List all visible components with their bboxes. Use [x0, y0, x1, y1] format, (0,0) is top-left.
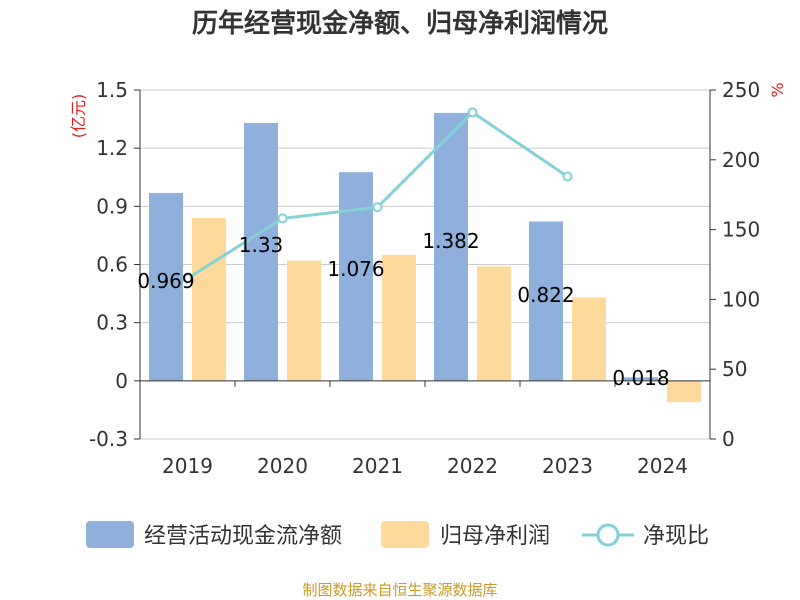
cashflow-bar [149, 192, 183, 381]
legend-swatch-netprofit[interactable] [381, 521, 429, 548]
axes: 1.5 1.2 0.9 0.6 0.3 0 -0.3 250 200 150 100 50 0 2019 2… [89, 78, 760, 478]
x-axis-tick-label: 2019 [162, 454, 213, 478]
right-axis-tick-label: 0 [722, 427, 735, 451]
netprofit-bar [572, 297, 606, 381]
legend-label-cashflow: 经营活动现金流净额 [144, 524, 342, 549]
netprofit-bar [192, 217, 226, 381]
right-axis-tick-label: 250 [722, 78, 760, 102]
cashflow-data-label: 0.969 [137, 269, 194, 293]
ratio-point [182, 273, 193, 284]
grid-lines [140, 89, 710, 440]
x-axis-tick-label: 2021 [352, 454, 403, 478]
netprofit-bar [477, 266, 511, 381]
data-labels: 0.969 1.33 1.076 1.382 0.822 0.018 [137, 229, 669, 390]
legend-label-ratio: 净现比 [643, 524, 709, 549]
left-axis-tick-label: 0.6 [96, 253, 128, 277]
cashflow-bar [434, 112, 468, 381]
ratio-point [277, 213, 288, 224]
left-axis-tick-label: 0 [115, 369, 128, 393]
cashflow-data-label: 0.822 [517, 283, 574, 307]
x-axis-tick-label: 2023 [542, 454, 593, 478]
ratio-line [182, 107, 573, 284]
netprofit-bar [382, 254, 416, 381]
ratio-point [467, 107, 478, 118]
cashflow-bar [244, 122, 278, 381]
right-axis-unit: % [768, 82, 787, 97]
netprofit-bar [667, 380, 701, 403]
netprofit-bar [287, 260, 321, 381]
ratio-point [562, 171, 573, 182]
left-axis-tick-label: 0.9 [96, 194, 128, 218]
bars [149, 112, 701, 403]
left-axis-tick-label: 1.5 [96, 78, 128, 102]
source-note: 制图数据来自恒生聚源数据库 [302, 581, 497, 599]
legend-swatch-cashflow[interactable] [86, 521, 134, 548]
right-axis-tick-label: 200 [722, 148, 760, 172]
left-axis-tick-label: 1.2 [96, 136, 128, 160]
chart-title: 历年经营现金净额、归母净利润情况 [192, 8, 608, 39]
cashflow-data-label: 0.018 [612, 366, 669, 390]
x-axis-tick-label: 2022 [447, 454, 498, 478]
left-axis-tick-label: 0.3 [96, 311, 128, 335]
left-axis-tick-label: -0.3 [89, 427, 128, 451]
cashflow-data-label: 1.382 [422, 229, 479, 253]
cashflow-data-label: 1.33 [239, 233, 284, 257]
right-axis-tick-label: 150 [722, 218, 760, 242]
cashflow-bar [529, 221, 563, 381]
x-axis-tick-label: 2020 [257, 454, 308, 478]
legend-marker-ratio [596, 523, 620, 547]
legend-label-netprofit: 归母净利润 [440, 524, 550, 549]
left-axis-unit: (亿元) [69, 94, 88, 139]
right-axis-tick-label: 100 [722, 287, 760, 311]
x-axis-tick-label: 2024 [637, 454, 688, 478]
cashflow-bar [624, 377, 658, 381]
cashflow-data-label: 1.076 [327, 257, 384, 281]
legend: 经营活动现金流净额 归母净利润 净现比 [86, 521, 709, 549]
ratio-point [372, 202, 383, 213]
right-axis-tick-label: 50 [722, 357, 747, 381]
